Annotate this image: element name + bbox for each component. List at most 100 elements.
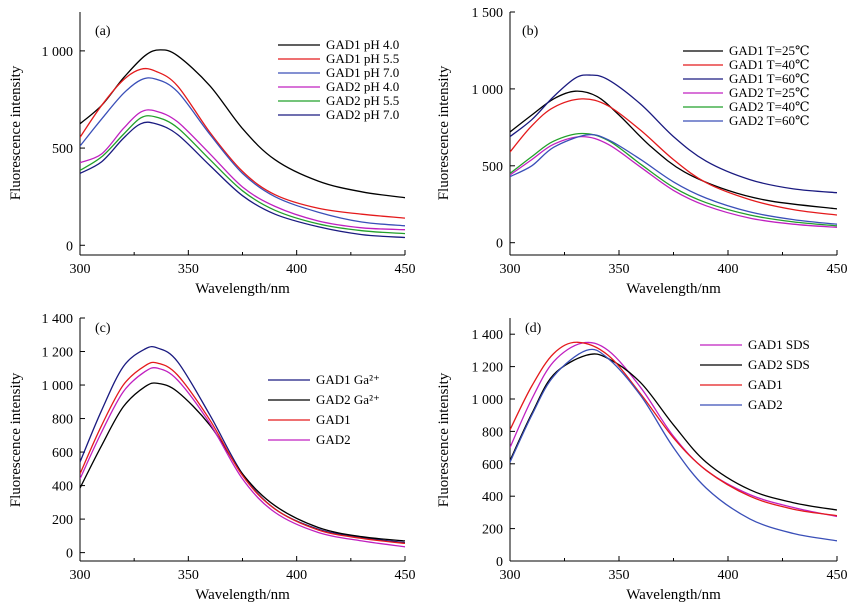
x-tick-label: 450 (827, 262, 848, 277)
y-tick-label: 600 (52, 446, 73, 461)
y-tick-label: 0 (496, 555, 503, 570)
y-tick-label: 800 (52, 413, 73, 428)
y-tick-label: 1 000 (42, 379, 74, 394)
series-line-6 (510, 134, 837, 225)
legend-label: GAD1 T=25℃ (729, 43, 810, 58)
x-axis-label: Wavelength/nm (626, 587, 721, 603)
x-tick-label: 450 (827, 568, 848, 583)
series-line-1 (510, 341, 837, 518)
series-line-5 (80, 115, 405, 235)
legend-label: GAD1 pH 4.0 (326, 37, 399, 52)
legend-label: GAD2 SDS (748, 357, 810, 372)
x-axis-label: Wavelength/nm (195, 281, 290, 297)
legend: GAD1 Ga²⁺ GAD2 Ga²⁺ GAD1 GAD2 (268, 372, 380, 447)
legend-label: GAD2 Ga²⁺ (316, 392, 380, 407)
y-tick-label: 400 (52, 480, 73, 495)
legend-label: GAD2 T=40℃ (729, 99, 810, 114)
y-tick-label: 1 000 (472, 393, 504, 408)
y-tick-label: 400 (482, 490, 503, 505)
series-line-2 (80, 67, 405, 219)
series-line-2 (510, 98, 837, 216)
panel-label: (c) (95, 321, 111, 336)
y-tick-label: 0 (66, 547, 73, 562)
y-tick-label: 1 000 (472, 83, 504, 98)
x-tick-label: 400 (718, 262, 739, 277)
series-line-5 (510, 132, 837, 227)
panel-label: (b) (522, 24, 539, 39)
series-line-3 (510, 341, 837, 517)
y-tick-label: 200 (52, 513, 73, 528)
y-tick-label: 1 000 (42, 45, 74, 60)
x-tick-label: 300 (70, 262, 91, 277)
y-axis-label: Fluorescence intensity (8, 372, 24, 507)
series-line-1 (80, 346, 405, 544)
legend-label: GAD2 (748, 397, 783, 412)
legend: GAD1 SDS GAD2 SDS GAD1 GAD2 (700, 337, 810, 412)
legend-label: GAD1 SDS (748, 337, 810, 352)
x-tick-label: 300 (500, 568, 521, 583)
y-tick-label: 1 400 (42, 312, 74, 327)
chart-panel-c: 300 350 400 450 0 200 400 600 800 1 000 1 200 1 400… (8, 312, 416, 603)
y-tick-label: 1 200 (42, 346, 74, 361)
series-lines (510, 341, 837, 542)
y-axis-label: Fluorescence intensity (436, 372, 452, 507)
legend-label: GAD1 pH 7.0 (326, 65, 399, 80)
series-line-3 (510, 74, 837, 194)
series-lines (510, 74, 837, 228)
series-lines (80, 346, 405, 548)
panel-label: (a) (95, 24, 111, 39)
x-tick-label: 300 (70, 568, 91, 583)
series-line-6 (80, 121, 405, 239)
y-tick-label: 1 400 (472, 328, 504, 343)
y-tick-label: 500 (52, 142, 73, 157)
x-axis-label: Wavelength/nm (626, 281, 721, 297)
series-line-4 (510, 135, 837, 228)
legend-label: GAD2 pH 5.5 (326, 93, 399, 108)
y-tick-label: 1 200 (472, 361, 504, 376)
series-line-1 (80, 49, 405, 199)
panel-label: (d) (525, 321, 542, 336)
legend-label: GAD1 (316, 412, 351, 427)
y-tick-label: 0 (496, 237, 503, 252)
series-line-4 (80, 367, 405, 548)
series-line-3 (80, 361, 405, 545)
legend-label: GAD2 T=25℃ (729, 85, 810, 100)
series-line-2 (510, 353, 837, 511)
y-tick-label: 0 (66, 239, 73, 254)
legend-label: GAD1 pH 5.5 (326, 51, 399, 66)
legend-label: GAD2 (316, 432, 351, 447)
legend-label: GAD2 T=60℃ (729, 113, 810, 128)
x-tick-label: 400 (718, 568, 739, 583)
legend-label: GAD1 (748, 377, 783, 392)
x-tick-label: 350 (609, 262, 630, 277)
series-lines (80, 49, 405, 239)
y-tick-label: 800 (482, 425, 503, 440)
y-tick-label: 1 500 (472, 6, 504, 21)
x-axis-label: Wavelength/nm (195, 587, 290, 603)
chart-panel-d: 300 350 400 450 0 200 400 600 800 1 000 1 200 1 400… (436, 318, 848, 603)
x-tick-label: 400 (286, 262, 307, 277)
legend-label: GAD2 pH 7.0 (326, 107, 399, 122)
series-line-2 (80, 382, 405, 542)
x-tick-label: 300 (500, 262, 521, 277)
y-tick-label: 600 (482, 458, 503, 473)
x-tick-label: 450 (395, 568, 416, 583)
legend-label: GAD1 T=40℃ (729, 57, 810, 72)
y-axis-label: Fluorescence intensity (8, 65, 24, 200)
legend-label: GAD2 pH 4.0 (326, 79, 399, 94)
y-tick-label: 200 (482, 523, 503, 538)
series-line-4 (510, 348, 837, 542)
series-line-3 (80, 77, 405, 227)
legend-label: GAD1 Ga²⁺ (316, 372, 380, 387)
chart-panel-b: 300 350 400 450 0 500 1 000 1 500 Wavelength/nm F… (436, 6, 848, 297)
y-tick-label: 500 (482, 160, 503, 175)
y-axis-label: Fluorescence intensity (436, 65, 452, 200)
x-tick-label: 350 (609, 568, 630, 583)
series-line-4 (80, 109, 405, 231)
legend-label: GAD1 T=60℃ (729, 71, 810, 86)
x-tick-label: 450 (395, 262, 416, 277)
x-tick-label: 350 (178, 262, 199, 277)
chart-panel-a: 300 350 400 450 0 500 1 000 Wavelength/nm Fluore… (8, 12, 416, 297)
